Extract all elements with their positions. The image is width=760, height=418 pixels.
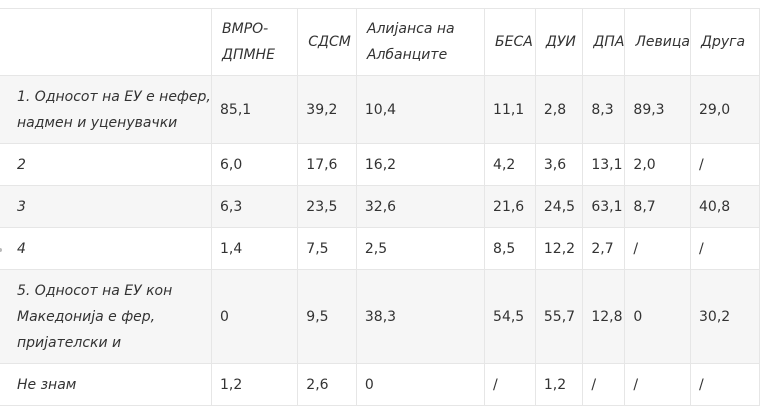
table-cell: 54,5	[484, 269, 536, 364]
survey-results-table: ВМРО-ДПМНЕ СДСМ Алијанса на Албанците БЕ…	[0, 8, 760, 406]
row-label: 2	[0, 143, 213, 186]
table-cell: 89,3	[624, 75, 692, 144]
table-row: 4 1,4 7,5 2,5 8,5 12,2 2,7 / /	[0, 227, 760, 270]
survey-table-container: ВМРО-ДПМНЕ СДСМ Алијанса на Албанците БЕ…	[0, 8, 760, 406]
table-cell: 7,5	[297, 227, 357, 270]
table-cell: 10,4	[355, 75, 486, 144]
table-cell: 2,8	[534, 75, 584, 144]
table-row: 3 6,3 23,5 32,6 21,6 24,5 63,1 8,7 40,8	[0, 185, 760, 228]
row-label: Не знам	[0, 363, 213, 406]
table-cell: 24,5	[534, 185, 584, 228]
table-cell: /	[690, 363, 760, 406]
table-cell: 0	[211, 269, 299, 364]
row-label: 5. Односот на ЕУ кон Македонија е фер, п…	[0, 269, 213, 364]
header-cell-vmro: ВМРО-ДПМНЕ	[211, 8, 299, 76]
table-cell: 8,5	[484, 227, 536, 270]
table-row: 2 6,0 17,6 16,2 4,2 3,6 13,1 2,0 /	[0, 143, 760, 186]
table-cell: 21,6	[484, 185, 536, 228]
table-cell: 2,7	[582, 227, 626, 270]
table-cell: 2,5	[355, 227, 486, 270]
header-cell-alijansa: Алијанса на Албанците	[355, 8, 486, 76]
row-label: 1. Односот на ЕУ е нефер, надмен и уцену…	[0, 75, 213, 144]
table-cell: 13,1	[582, 143, 626, 186]
table-cell: /	[484, 363, 536, 406]
table-cell: 4,2	[484, 143, 536, 186]
row-label: 4	[0, 227, 213, 270]
table-cell: 85,1	[211, 75, 299, 144]
table-cell: 8,7	[624, 185, 692, 228]
table-cell: /	[624, 363, 692, 406]
header-cell-dpa: ДПА	[582, 8, 626, 76]
table-cell: 1,2	[211, 363, 299, 406]
table-cell: 2,0	[624, 143, 692, 186]
table-cell: 55,7	[534, 269, 584, 364]
table-cell: 9,5	[297, 269, 357, 364]
table-cell: 1,2	[534, 363, 584, 406]
table-cell: 3,6	[534, 143, 584, 186]
header-cell-druga: Друга	[690, 8, 760, 76]
header-cell-empty	[0, 8, 213, 76]
table-cell: 6,3	[211, 185, 299, 228]
table-cell: 39,2	[297, 75, 357, 144]
table-row: 5. Односот на ЕУ кон Македонија е фер, п…	[0, 269, 760, 364]
table-cell: 0	[355, 363, 486, 406]
header-cell-sdsm: СДСМ	[297, 8, 357, 76]
table-cell: 23,5	[297, 185, 357, 228]
table-cell: 8,3	[582, 75, 626, 144]
table-row: Не знам 1,2 2,6 0 / 1,2 / / /	[0, 363, 760, 406]
table-cell: 29,0	[690, 75, 760, 144]
table-cell: 6,0	[211, 143, 299, 186]
header-cell-besa: БЕСА	[484, 8, 536, 76]
table-cell: 38,3	[355, 269, 486, 364]
left-edge-marker	[0, 248, 2, 252]
table-cell: 30,2	[690, 269, 760, 364]
table-cell: /	[624, 227, 692, 270]
table-cell: /	[690, 227, 760, 270]
table-cell: 11,1	[484, 75, 536, 144]
row-label: 3	[0, 185, 213, 228]
table-cell: /	[582, 363, 626, 406]
table-cell: 12,8	[582, 269, 626, 364]
table-cell: 17,6	[297, 143, 357, 186]
table-header-row: ВМРО-ДПМНЕ СДСМ Алијанса на Албанците БЕ…	[0, 8, 760, 76]
table-cell: 32,6	[355, 185, 486, 228]
header-cell-levica: Левица	[624, 8, 692, 76]
table-cell: /	[690, 143, 760, 186]
table-cell: 16,2	[355, 143, 486, 186]
table-cell: 2,6	[297, 363, 357, 406]
header-cell-dui: ДУИ	[534, 8, 584, 76]
table-cell: 40,8	[690, 185, 760, 228]
table-cell: 12,2	[534, 227, 584, 270]
table-row: 1. Односот на ЕУ е нефер, надмен и уцену…	[0, 75, 760, 144]
table-cell: 63,1	[582, 185, 626, 228]
table-cell: 0	[624, 269, 692, 364]
table-cell: 1,4	[211, 227, 299, 270]
